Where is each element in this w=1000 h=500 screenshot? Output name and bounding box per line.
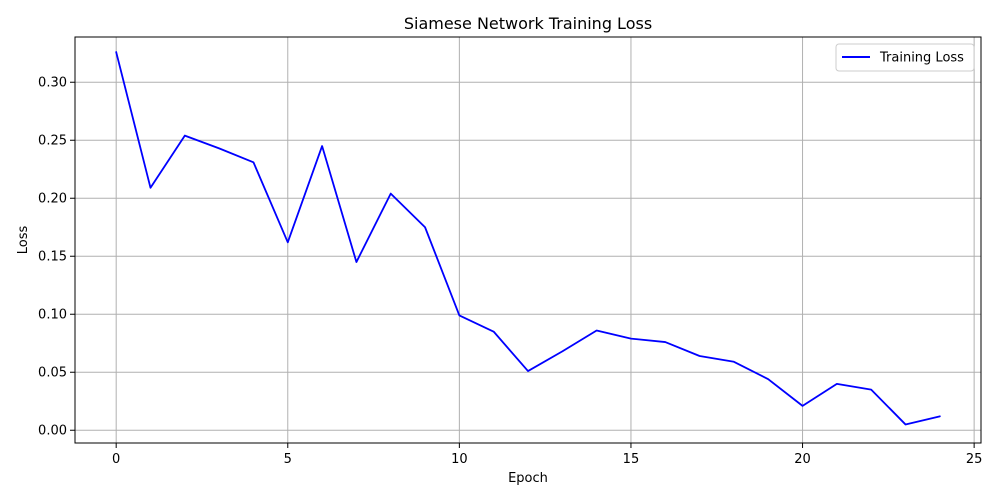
y-tick-label: 0.15 <box>38 250 67 265</box>
x-ticks: 0 5 10 15 20 25 <box>112 443 982 467</box>
x-tick-label: 5 <box>284 452 292 467</box>
y-tick-label: 0.25 <box>38 134 67 149</box>
plot-area <box>75 37 981 443</box>
chart-title: Siamese Network Training Loss <box>404 14 652 33</box>
x-tick-label: 10 <box>451 452 468 467</box>
legend-box <box>835 43 975 72</box>
y-tick-label: 0.05 <box>38 366 67 381</box>
x-tick-label: 25 <box>966 452 983 467</box>
y-tick-label: 0.00 <box>38 424 67 439</box>
x-tick-label: 20 <box>794 452 811 467</box>
legend: Training Loss <box>835 43 975 72</box>
grid <box>75 37 981 443</box>
series-layer <box>115 51 941 426</box>
y-axis-label: Loss <box>16 226 31 255</box>
plot-frame <box>74 36 982 444</box>
legend-label: Training Loss <box>879 51 964 66</box>
y-tick-label: 0.20 <box>38 192 67 207</box>
y-ticks: 0.00 0.05 0.10 0.15 0.20 0.25 0.30 <box>38 76 75 439</box>
x-axis-label: Epoch <box>508 471 548 486</box>
x-tick-label: 15 <box>623 452 640 467</box>
y-tick-label: 0.30 <box>38 76 67 91</box>
series-line-training-loss <box>115 51 941 426</box>
y-tick-label: 0.10 <box>38 308 67 323</box>
x-tick-label: 0 <box>112 452 120 467</box>
